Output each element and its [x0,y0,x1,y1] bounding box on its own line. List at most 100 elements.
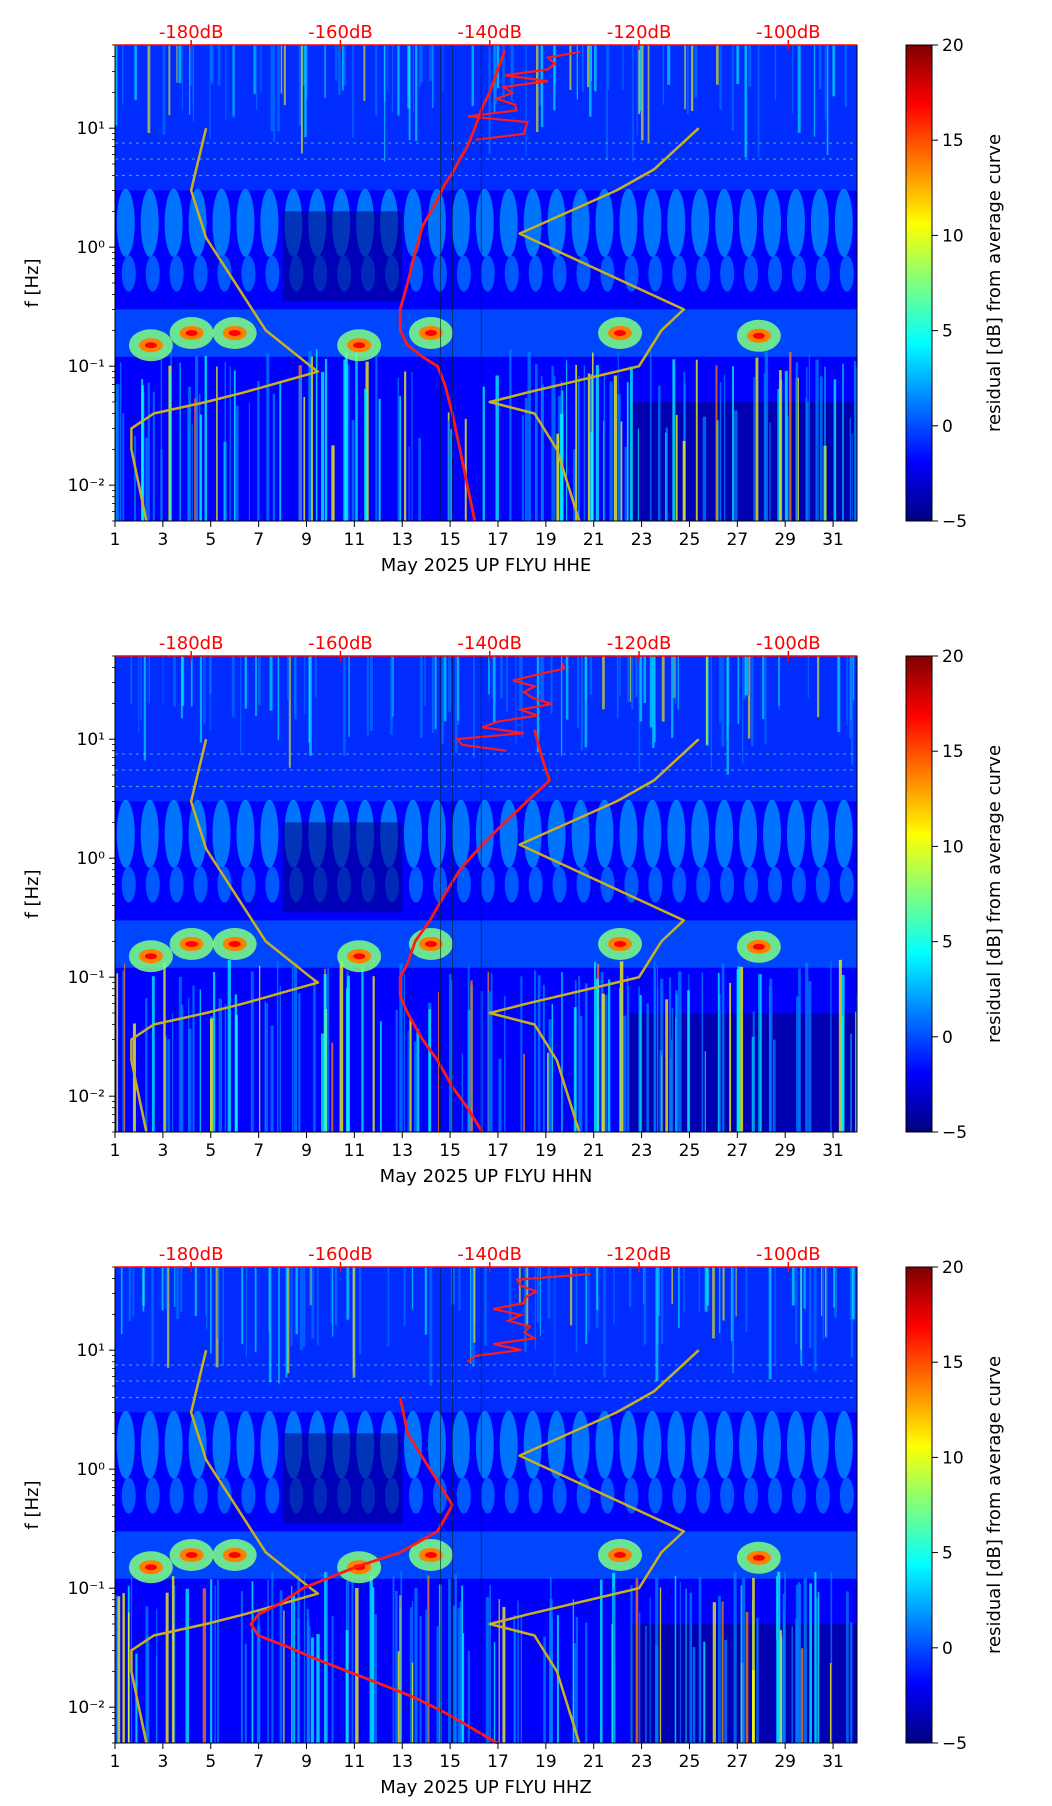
x-tick-label: 13 [391,1752,413,1772]
noise-streak [601,993,605,1132]
colorbar-label: residual [dB] from average curve [984,134,1005,432]
noise-streak [240,656,242,756]
noise-streak [585,1267,588,1344]
noise-streak [194,1267,197,1317]
db-scale-label: -100dB [756,22,821,43]
noise-streak [152,391,155,521]
daily-noise-blob [475,799,494,868]
noise-streak [273,45,276,142]
noise-streak [603,373,606,521]
colorbar-label: residual [dB] from average curve [984,745,1005,1043]
noise-streak [573,449,577,521]
noise-streak [500,656,503,699]
daily-noise-blob [212,799,231,868]
noise-streak [326,1571,328,1743]
daily-noise-blob [456,255,471,292]
noise-streak [231,656,235,717]
noise-streak [147,382,150,521]
daily-noise-blob [260,1410,279,1479]
event-peak [228,941,241,948]
noise-streak [806,402,809,521]
noise-streak [217,45,221,86]
noise-streak [117,1596,121,1743]
noise-streak [643,656,646,704]
noise-streak [551,1004,554,1132]
daily-noise-blob [475,188,494,257]
noise-streak [180,1004,184,1132]
colorbar-tick-label: 10 [942,226,964,246]
noise-streak [251,1581,254,1743]
daily-noise-blob [739,1410,758,1479]
noise-streak [199,414,203,521]
noise-streak [617,394,621,521]
noise-streak [454,1574,457,1743]
noise-streak [712,1602,716,1743]
noise-streak [718,1009,721,1132]
noise-streak [587,373,591,521]
spectrogram-heatmap [115,656,857,1132]
colorbar-tick-label: −5 [942,1123,967,1143]
noise-streak [593,961,596,1132]
noise-streak [747,656,750,696]
noise-streak [787,415,789,521]
noise-streak [774,1267,776,1365]
y-tick-label: 10⁻¹ [68,1579,105,1599]
noise-streak [173,656,176,707]
daily-noise-blob [265,255,280,292]
noise-streak [302,45,306,86]
noise-streak [777,388,779,521]
low-noise-model-curve [130,738,320,1133]
noise-streak [346,1267,350,1320]
noise-streak [373,1614,377,1743]
noise-streak [772,1039,776,1132]
db-scale-label: -180dB [159,22,224,43]
colorbar-tick-label: −5 [942,512,967,532]
x-tick-label: 15 [439,530,461,550]
noise-streak [778,656,780,706]
y-tick-label: 10¹ [77,119,105,139]
noise-streak [277,45,280,132]
noise-streak [424,1267,427,1335]
noise-streak [254,1267,257,1352]
noise-streak [331,1042,334,1132]
daily-noise-blob [169,1477,184,1514]
noise-streak [141,385,144,521]
noise-streak [279,1590,283,1743]
noise-streak [358,1267,362,1355]
noise-streak [667,45,671,85]
daily-noise-blob [188,1410,207,1479]
noise-streak [536,656,540,753]
noise-streak [315,349,318,521]
noise-streak [710,656,713,768]
daily-noise-blob [145,255,160,292]
noise-streak [853,360,857,521]
noise-streak [309,656,312,756]
colorbar [905,44,933,522]
noise-streak [148,656,151,703]
colorbar-tick-label: 10 [942,1448,964,1468]
noise-streak [334,1267,338,1326]
noise-streak [719,656,722,724]
noise-streak [452,1267,456,1305]
noise-streak [195,356,199,521]
daily-noise-blob [839,255,854,292]
daily-noise-blob [571,1410,590,1479]
daily-noise-blob [571,799,590,868]
noise-streak [578,975,581,1132]
noise-streak [543,1636,546,1743]
colorbar-tick-label: 5 [942,1544,953,1564]
noise-streak [145,998,148,1132]
noise-streak [324,1572,328,1743]
noise-streak [744,45,748,158]
db-scale-label: -160dB [308,633,373,654]
db-scale-label: -100dB [756,1244,821,1265]
noise-streak [851,656,854,765]
daily-noise-blob [648,255,663,292]
noise-streak [791,1267,795,1306]
noise-streak [791,45,794,114]
daily-noise-blob [212,188,231,257]
noise-streak [769,422,771,521]
noise-streak [162,656,164,704]
noise-streak [115,1594,117,1743]
noise-streak [692,1646,696,1743]
